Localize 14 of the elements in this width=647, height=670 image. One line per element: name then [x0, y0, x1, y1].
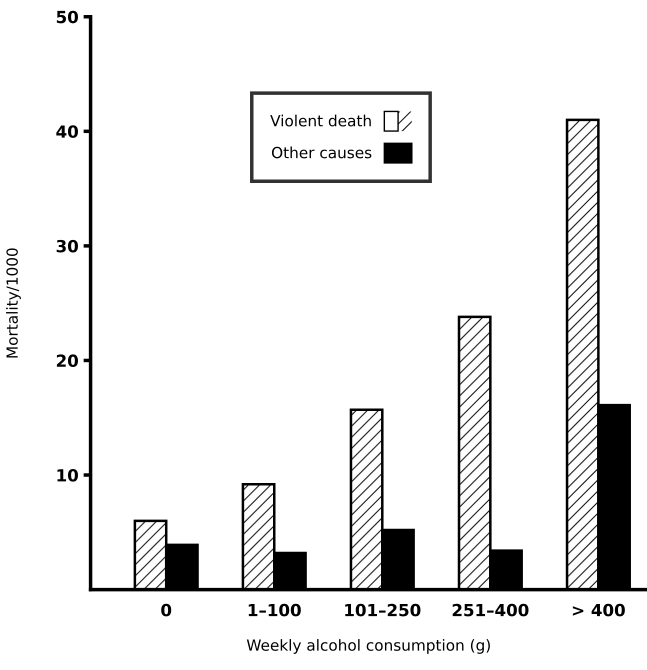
x-axis-title: Weekly alcohol consumption (g) [246, 639, 490, 654]
y-tick-label: 50 [56, 10, 78, 24]
x-tick-label: 251–400 [452, 604, 528, 616]
x-tick-label: 101–250 [345, 604, 420, 616]
x-tick-label: 1–100 [248, 604, 301, 616]
y-tick-label: 20 [56, 354, 78, 368]
legend-label: Other causes [272, 146, 372, 158]
y-tick-label: 30 [56, 240, 78, 252]
x-tick-label: 0 [161, 604, 172, 616]
y-axis-title: Mortality/1000 [6, 248, 21, 358]
x-tick-label: > 400 [572, 604, 625, 616]
legend-label: Violent death [270, 114, 371, 126]
y-tick-label: 10 [57, 468, 78, 482]
y-tick-label: 40 [56, 125, 78, 138]
